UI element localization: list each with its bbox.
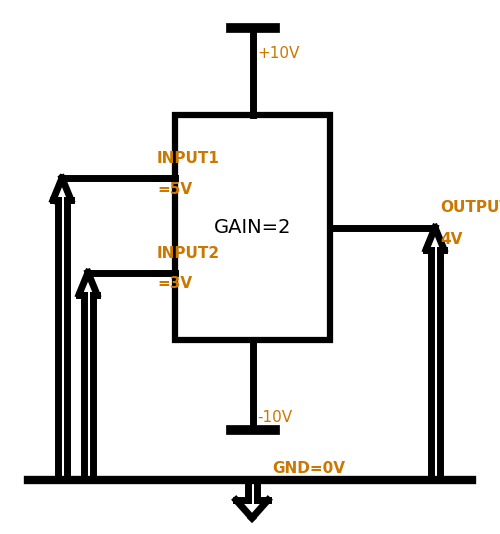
Text: INPUT2: INPUT2 [157, 246, 220, 261]
Text: GND=0V: GND=0V [272, 461, 345, 476]
Text: OUTPUT: OUTPUT [440, 200, 500, 216]
Text: +10V: +10V [258, 46, 300, 61]
Bar [175, 115, 330, 340]
Text: INPUT1: INPUT1 [157, 151, 220, 166]
Text: -10V: -10V [258, 410, 292, 425]
Text: =3V: =3V [157, 277, 192, 292]
Text: =5V: =5V [157, 182, 192, 197]
Text: 4V: 4V [440, 232, 462, 247]
Text: GAIN=2: GAIN=2 [214, 218, 291, 237]
